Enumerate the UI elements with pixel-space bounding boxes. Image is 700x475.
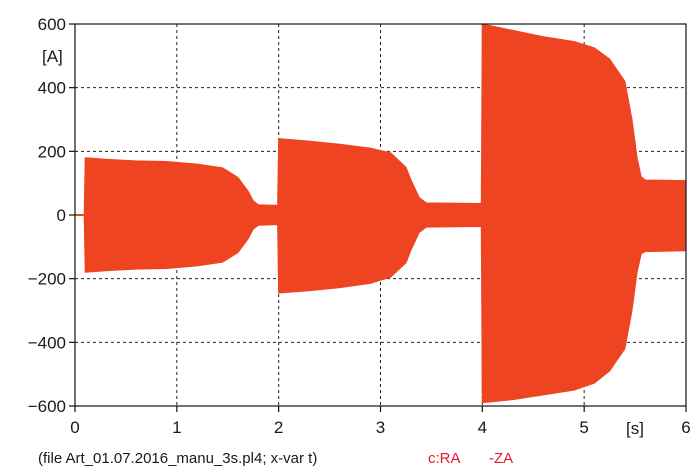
x-tick-label-0: 0: [70, 418, 79, 437]
x-unit-label: [s]: [626, 419, 644, 438]
y-tick-label-5: −400: [28, 333, 66, 352]
y-tick-label-2: 200: [38, 142, 66, 161]
footer-series-label-2: -ZA: [489, 450, 513, 467]
footer-series-label: c:RA: [428, 450, 461, 467]
footer-file-text: (file Art_01.07.2016_manu_3s.pl4; x-var …: [38, 450, 317, 467]
y-tick-labels: 600 400 200 0 −200 −400 −600: [28, 15, 66, 416]
x-tick-label-5: 5: [579, 418, 588, 437]
y-tick-label-1: 400: [38, 79, 66, 98]
y-tick-label-3: 0: [57, 206, 66, 225]
y-tick-label-0: 600: [38, 15, 66, 34]
x-tick-labels: 0 1 2 3 4 5 6: [70, 418, 690, 437]
y-tick-label-6: −600: [28, 397, 66, 416]
x-tick-label-3: 3: [376, 418, 385, 437]
x-tick-label-1: 1: [172, 418, 181, 437]
axes-layer: [69, 23, 687, 412]
x-tick-label-6: 6: [681, 418, 690, 437]
y-tick-label-4: −200: [28, 270, 66, 289]
x-tick-label-4: 4: [478, 418, 487, 437]
x-tick-label-2: 2: [274, 418, 283, 437]
y-unit-label: [A]: [42, 47, 63, 66]
